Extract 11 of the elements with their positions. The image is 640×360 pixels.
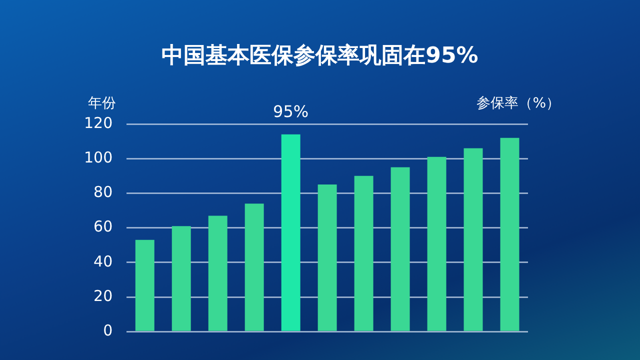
y-tick-label: 80 (94, 183, 113, 202)
annotation: 95% (273, 102, 309, 122)
chart-title: 中国基本医保参保率巩固在95% (162, 42, 478, 69)
y-tick-label: 100 (84, 148, 113, 166)
y-axis-title: 年份 (88, 96, 116, 112)
y-tick-label: 40 (94, 252, 113, 270)
y-tick-label: 0 (103, 321, 113, 340)
y-tick-label: 20 (94, 286, 113, 305)
y-tick-label: 60 (94, 218, 113, 236)
text: 参保率（%） (476, 96, 560, 112)
y-tick-label: 120 (84, 114, 113, 132)
